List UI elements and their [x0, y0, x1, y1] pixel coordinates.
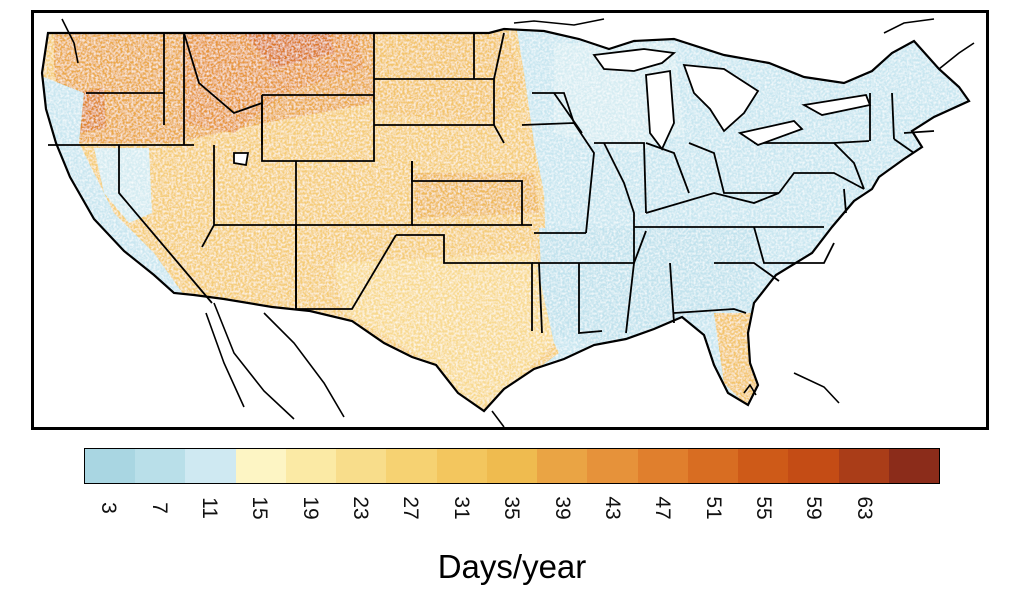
colorbar-tick: 39	[542, 484, 582, 530]
colorbar-swatch	[788, 449, 839, 483]
colorbar-tick: 51	[693, 484, 733, 530]
colorbar-swatch	[336, 449, 387, 483]
colorbar-tick-label: 35	[500, 496, 524, 520]
colorbar-tick-label: 11	[198, 497, 222, 519]
colorbar-swatch	[235, 449, 286, 483]
gridded-climate-raster	[42, 29, 969, 411]
colorbar-swatch	[587, 449, 638, 483]
colorbar-swatch	[486, 449, 538, 483]
map-panel	[31, 10, 989, 430]
colorbar-tick: 15	[239, 484, 279, 530]
colorbar-swatch	[687, 449, 739, 483]
colorbar-tick: 19	[290, 484, 330, 530]
colorbar-tick: 27	[390, 484, 430, 530]
great-lakes	[233, 48, 872, 167]
colorbar	[84, 448, 940, 484]
colorbar-tick: 55	[743, 484, 783, 530]
colorbar-swatch	[888, 449, 939, 483]
colorbar-tick: 23	[340, 484, 380, 530]
colorbar-swatch	[285, 449, 337, 483]
colorbar-tick-label: 31	[449, 496, 473, 520]
colorbar-tick-label: 7	[147, 502, 171, 514]
colorbar-tick: 3	[88, 484, 128, 530]
colorbar-swatch	[838, 449, 889, 483]
colorbar-ticks: 3 7 11 15 19 23 27 31 35 39 43 47 51 55 59 63	[84, 484, 940, 534]
colorbar-swatch	[637, 449, 688, 483]
colorbar-swatch	[185, 449, 236, 483]
colorbar-swatch	[738, 449, 789, 483]
colorbar-tick-label: 47	[651, 496, 675, 520]
colorbar-tick-label: 27	[399, 496, 423, 520]
colorbar-tick-label: 63	[852, 496, 876, 520]
colorbar-tick: 63	[844, 484, 884, 530]
colorbar-swatch	[135, 449, 186, 483]
colorbar-swatch	[537, 449, 588, 483]
colorbar-swatch	[386, 449, 437, 483]
colorbar-tick-label: 59	[802, 496, 826, 520]
colorbar-tick: 47	[642, 484, 682, 530]
colorbar-tick-label: 15	[248, 496, 272, 520]
colorbar-tick: 43	[592, 484, 632, 530]
neighboring-coastlines	[61, 18, 975, 427]
colorbar-tick: 59	[793, 484, 833, 530]
colorbar-tick-label: 43	[600, 496, 624, 520]
colorbar-swatch	[85, 449, 136, 483]
colorbar-tick-label: 23	[349, 496, 373, 520]
colorbar-tick-label: 55	[751, 496, 775, 520]
colorbar-tick-label: 3	[97, 502, 121, 514]
colorbar-tick: 31	[441, 484, 481, 530]
colorbar-tick-label: 19	[298, 496, 322, 520]
colorbar-units-label: Days/year	[437, 548, 587, 585]
state-borders	[48, 32, 935, 334]
us-map	[40, 18, 975, 427]
colorbar-tick: 35	[491, 484, 531, 530]
colorbar-tick: 11	[189, 484, 229, 530]
colorbar-swatch	[436, 449, 487, 483]
colorbar-tick-label: 39	[550, 496, 574, 520]
colorbar-tick: 7	[139, 484, 179, 530]
colorbar-tick-label: 51	[701, 496, 725, 520]
